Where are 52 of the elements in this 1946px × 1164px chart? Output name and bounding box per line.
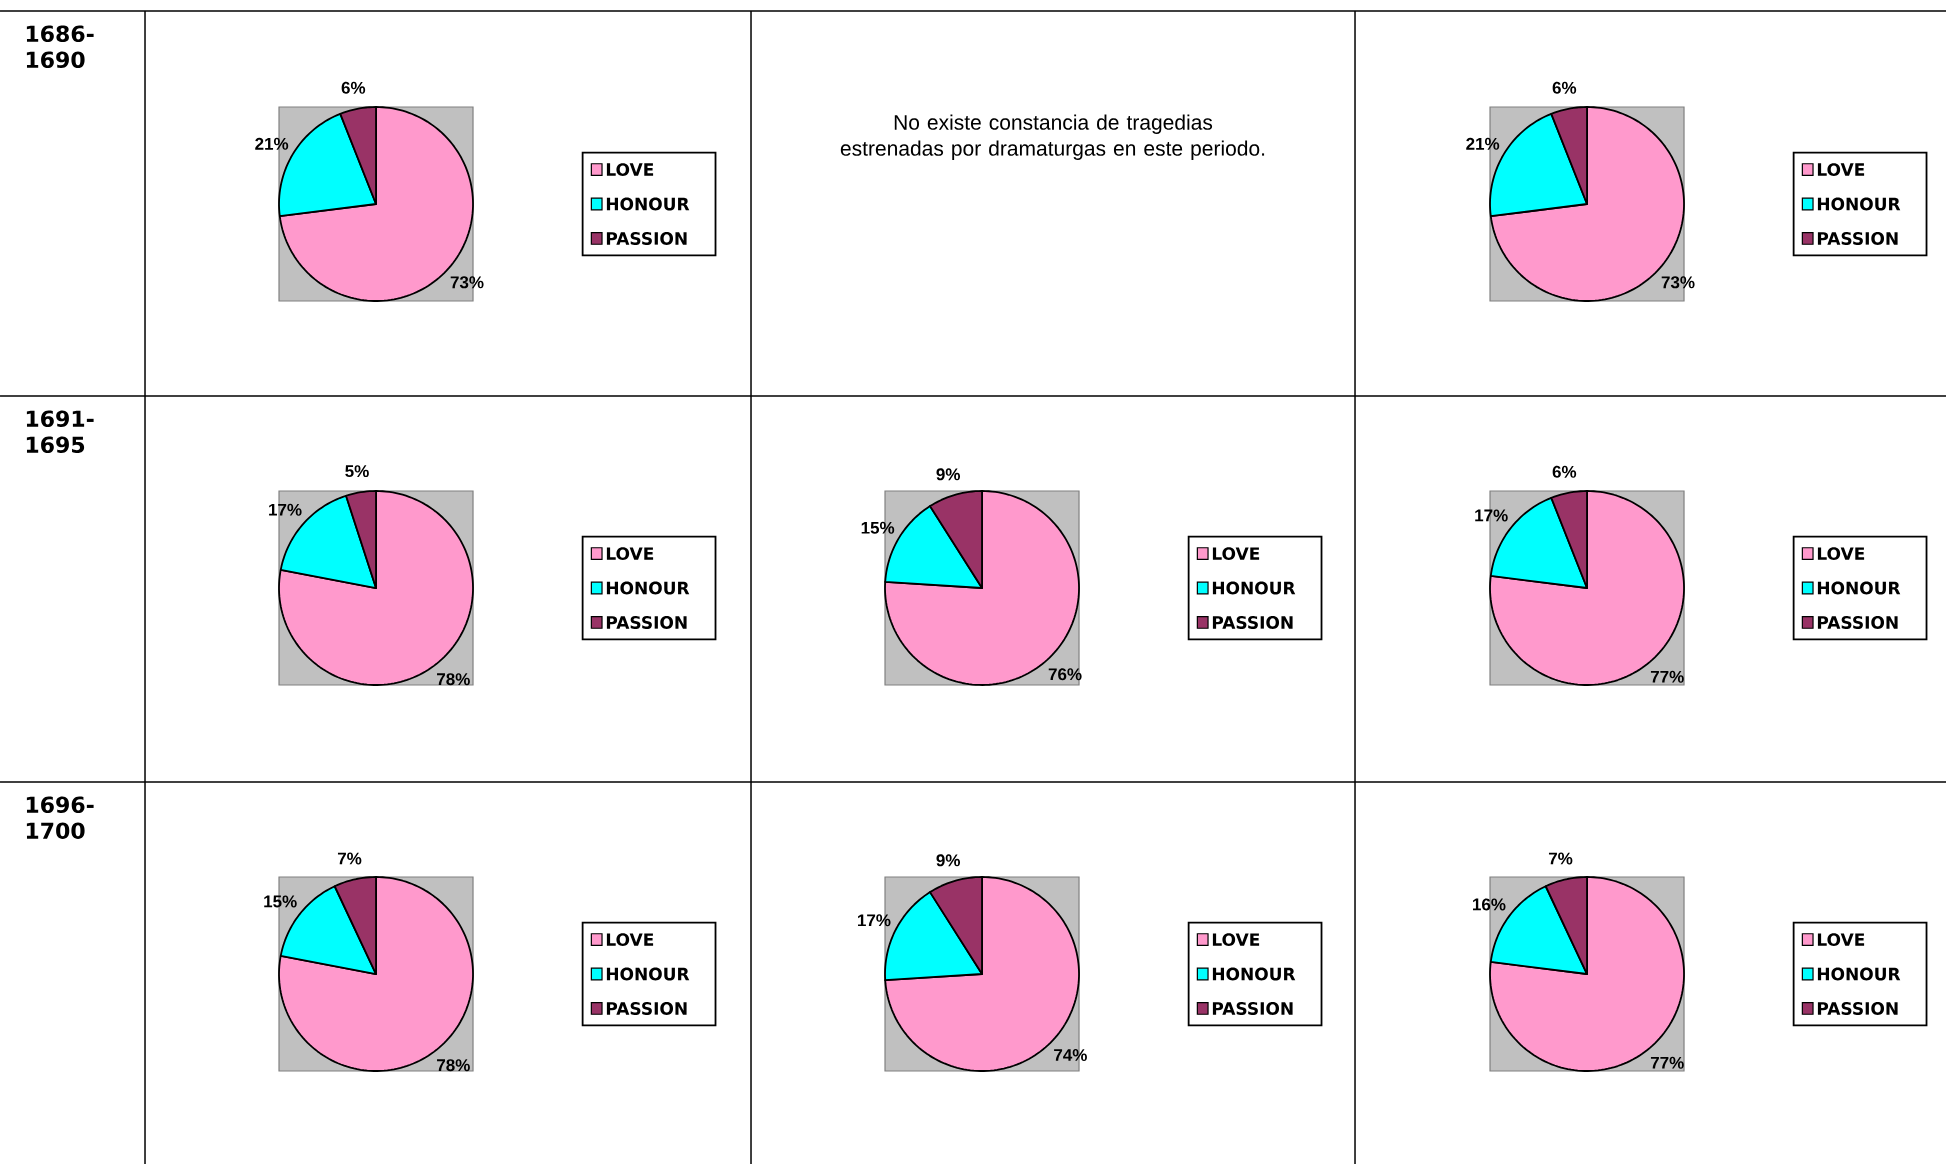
legend-label: PASSION [606, 232, 687, 245]
legend-label: LOVE [1817, 163, 1865, 177]
legend-label: HONOUR [1817, 197, 1901, 211]
data-label: 16% [1473, 898, 1506, 911]
legend-label: LOVE [1817, 547, 1865, 561]
data-label: 21% [255, 137, 289, 150]
data-label: 15% [264, 895, 297, 908]
data-label: 76% [1048, 668, 1082, 681]
legend-label: PASSION [606, 616, 687, 629]
legend-label: HONOUR [1212, 581, 1296, 595]
legend-label: PASSION [1212, 616, 1293, 629]
data-label: 5% [345, 465, 369, 478]
data-label: 6% [341, 81, 366, 94]
legend-label: LOVE [606, 933, 654, 947]
data-label: 7% [337, 852, 362, 865]
data-label: 78% [437, 1059, 470, 1072]
legend-label: PASSION [1817, 232, 1898, 245]
legend-label: HONOUR [606, 197, 690, 211]
data-label: 17% [269, 503, 302, 516]
text: 1696-1700 [26, 796, 94, 840]
legend-label: LOVE [606, 163, 654, 177]
data-label: 9% [936, 468, 961, 481]
text: 1691-1695 [26, 410, 94, 454]
legend-label: PASSION [1212, 1002, 1293, 1015]
data-label: 6% [1552, 81, 1577, 94]
legend-label: HONOUR [1817, 581, 1901, 595]
data-label: 17% [858, 914, 891, 927]
data-label: 73% [450, 276, 484, 289]
data-label: 74% [1054, 1049, 1087, 1061]
data-label: 7% [1548, 852, 1573, 865]
data-label: 73% [1661, 276, 1695, 289]
legend-label: HONOUR [1212, 967, 1296, 981]
legend-label: PASSION [1817, 1002, 1898, 1015]
data-label: 6% [1552, 465, 1577, 478]
data-label: 21% [1466, 137, 1500, 150]
data-label: 77% [1650, 1056, 1684, 1069]
data-label: 17% [1475, 509, 1508, 522]
data-label: 15% [861, 521, 895, 534]
data-label: 77% [1650, 670, 1684, 683]
legend-label: LOVE [1212, 933, 1260, 947]
legend-label: LOVE [606, 547, 654, 561]
legend-label: PASSION [1817, 616, 1898, 629]
data-label: 78% [437, 673, 470, 686]
legend-label: LOVE [1212, 547, 1260, 561]
legend-label: PASSION [606, 1002, 687, 1015]
legend-label: HONOUR [606, 967, 690, 981]
data-label: 9% [936, 854, 961, 867]
text: No existe constancia de tragedias estrenadas por dramaturgas en este periodo. [840, 114, 1265, 160]
legend-label: LOVE [1817, 933, 1865, 947]
legend-label: HONOUR [1817, 967, 1901, 981]
legend-label: HONOUR [606, 581, 690, 595]
text: 1686-1690 [26, 25, 94, 69]
